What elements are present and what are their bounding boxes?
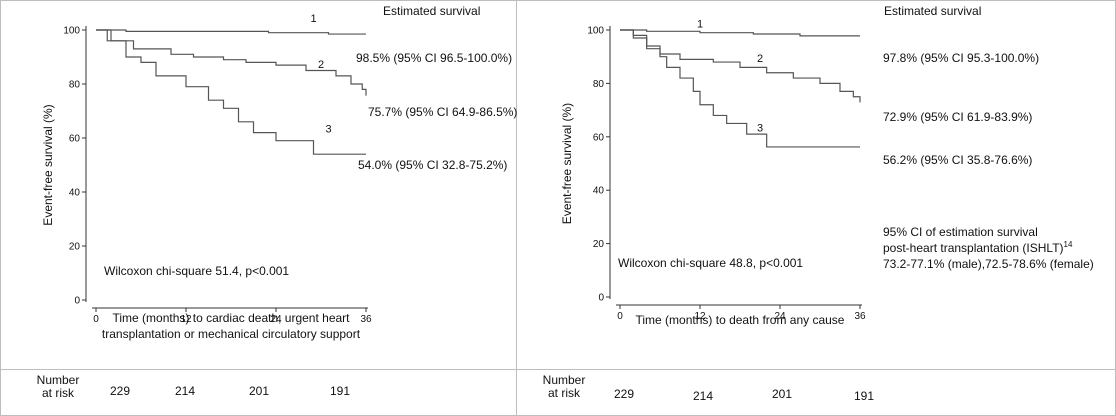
x-axis-label: Time (months) to death from any cause [636, 313, 845, 327]
risk-table-divider [0, 369, 1116, 370]
survival-curve-1 [620, 29, 860, 37]
ishlt-note-line: post-heart transplantation (ISHLT)14 [883, 240, 1073, 255]
risk-value: 191 [329, 384, 351, 398]
curve-label-1: 1 [697, 18, 703, 30]
risk-value: 201 [248, 384, 270, 398]
risk-header-line1: Number [36, 373, 80, 387]
x-tick-label: 36 [854, 311, 866, 322]
survival-estimate-1: 98.5% (95% CI 96.5-100.0%) [356, 51, 512, 65]
y-axis-label: Event-free survival (%) [41, 104, 55, 225]
x-tick-label: 36 [360, 314, 372, 325]
risk-table-right: Number at risk 229 214 201 191 [517, 370, 1116, 416]
panel-divider [516, 0, 517, 416]
x-tick-label: 12 [694, 311, 706, 322]
y-tick-label: 100 [587, 26, 604, 37]
wilcoxon-annotation: Wilcoxon chi-square 48.8, p<0.001 [618, 256, 803, 270]
risk-header-line2: at risk [41, 386, 74, 400]
survival-estimate-2: 75.7% (95% CI 64.9-86.5%) [368, 105, 517, 119]
risk-value: 229 [109, 384, 131, 398]
risk-value: 214 [174, 384, 196, 398]
survival-estimate-3: 56.2% (95% CI 35.8-76.6%) [883, 153, 1032, 167]
x-tick-label: 0 [93, 314, 99, 325]
x-tick-label: 12 [180, 314, 192, 325]
survival-curve-3 [96, 29, 366, 155]
y-tick-label: 60 [69, 134, 81, 145]
x-tick-label: 0 [617, 311, 623, 322]
survival-curve-2 [620, 29, 861, 103]
y-tick-label: 40 [69, 188, 81, 199]
survival-curve-2 [96, 29, 367, 96]
y-tick-label: 20 [69, 242, 81, 253]
x-axis-label: transplantation or mechanical circulator… [102, 327, 361, 341]
wilcoxon-annotation: Wilcoxon chi-square 51.4, p<0.001 [104, 264, 289, 278]
risk-value: 214 [692, 389, 714, 403]
y-tick-label: 0 [74, 296, 80, 307]
curve-label-2: 2 [318, 59, 324, 71]
ishlt-reference-superscript: 14 [1064, 240, 1073, 249]
ishlt-note-line: 73.2-77.1% (male),72.5-78.6% (female) [883, 257, 1094, 271]
risk-table-left: Number at risk 229 214 201 191 [0, 370, 516, 416]
risk-value: 191 [853, 389, 875, 403]
curve-label-3: 3 [325, 124, 331, 136]
risk-header-line1: Number [542, 373, 586, 387]
y-tick-label: 40 [593, 186, 605, 197]
x-tick-label: 24 [270, 314, 282, 325]
estimated-survival-title: Estimated survival [884, 4, 981, 18]
y-tick-label: 0 [598, 293, 604, 304]
x-tick-label: 24 [774, 311, 786, 322]
risk-table-header: Number at risk [534, 374, 594, 400]
survival-estimate-2: 72.9% (95% CI 61.9-83.9%) [883, 110, 1032, 124]
risk-table-header: Number at risk [28, 374, 88, 400]
risk-value: 229 [613, 387, 635, 401]
curve-label-1: 1 [310, 13, 316, 25]
ishlt-note-line: 95% CI of estimation survival [883, 225, 1038, 239]
survival-curve-3 [620, 29, 860, 148]
curve-label-2: 2 [757, 53, 763, 65]
survival-estimate-3: 54.0% (95% CI 32.8-75.2%) [358, 158, 507, 172]
y-axis-label: Event-free survival (%) [560, 103, 574, 224]
risk-header-line2: at risk [547, 386, 580, 400]
risk-value: 201 [771, 387, 793, 401]
y-tick-label: 100 [63, 26, 80, 37]
y-tick-label: 60 [593, 132, 605, 143]
survival-curve-1 [96, 29, 366, 35]
x-axis-label: Time (months) to cardiac death, urgent h… [113, 311, 351, 325]
y-tick-label: 80 [593, 79, 605, 90]
curve-label-3: 3 [757, 122, 763, 134]
y-tick-label: 80 [69, 80, 81, 91]
y-tick-label: 20 [593, 239, 605, 250]
survival-estimate-1: 97.8% (95% CI 95.3-100.0%) [883, 51, 1039, 65]
estimated-survival-title: Estimated survival [383, 4, 480, 18]
